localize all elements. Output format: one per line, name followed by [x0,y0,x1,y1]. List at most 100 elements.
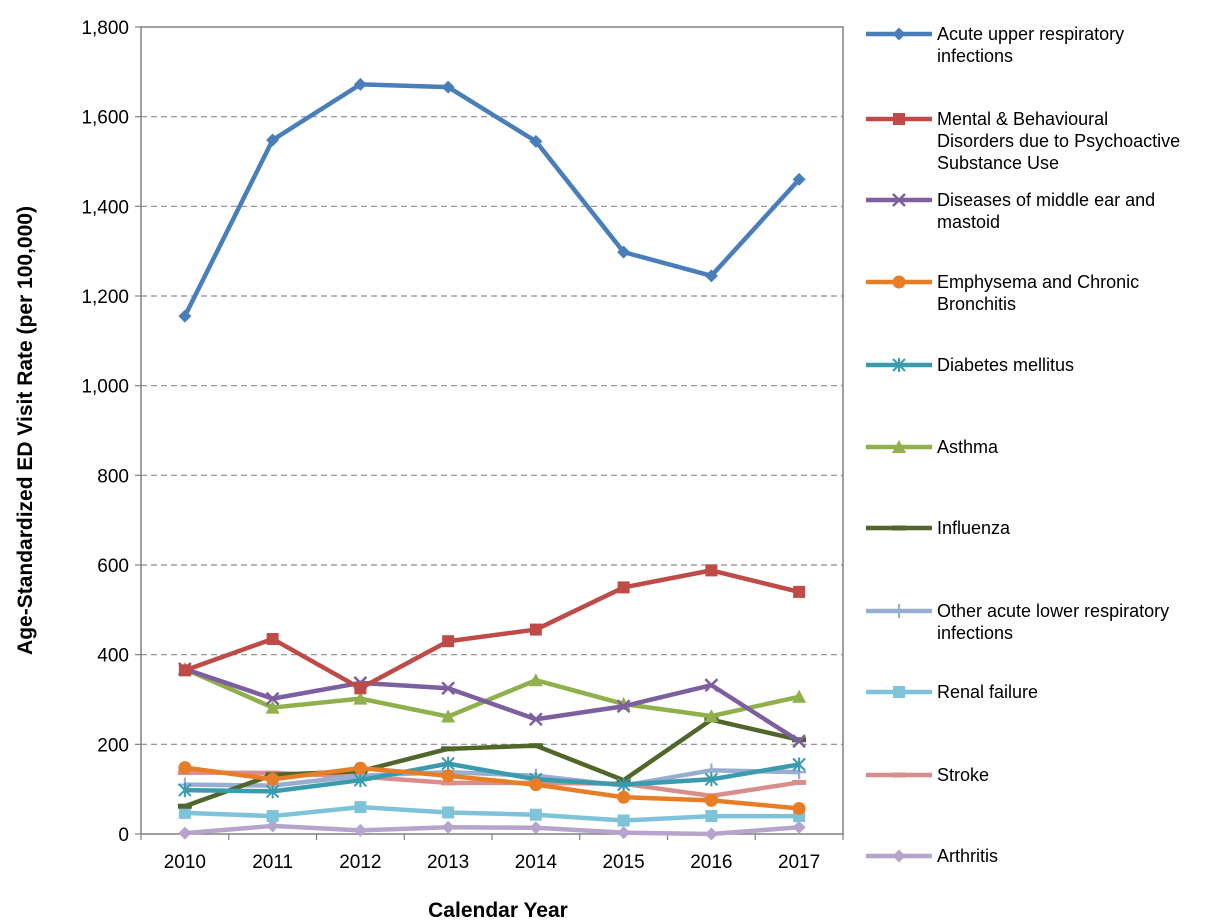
y-axis-title: Age-Standardized ED Visit Rate (per 100,… [14,206,37,655]
legend-label: Diseases of middle ear and [937,190,1155,210]
legend-label: Diabetes mellitus [937,355,1074,375]
legend-label: Stroke [937,765,989,785]
series-arthritis [178,819,806,841]
legend-label: Renal failure [937,682,1038,702]
data-point [266,632,279,645]
x-axis-title: Calendar Year [428,899,568,922]
data-point [178,664,191,677]
data-point [617,245,631,259]
data-point [178,309,192,323]
data-point [354,801,367,814]
data-point [705,810,718,823]
legend-swatch-marker [892,27,906,41]
legend-item: Influenza [866,518,1011,538]
legend-label: mastoid [937,212,1000,232]
data-point [178,783,192,798]
data-point [441,780,456,786]
legend-swatch-marker [892,849,906,863]
data-point [353,773,368,788]
legend-swatch-marker [892,772,906,778]
y-axis: 0 200 400 600 800 1,000 1,200 1,400 1,600 1,800 [81,18,141,846]
y-tick-label: 1,000 [81,377,129,398]
data-point [529,134,543,148]
data-point [528,673,543,687]
series-line [182,82,801,318]
x-tick-label: 2010 [164,852,206,873]
data-point [265,784,280,799]
legend-swatch-marker [892,525,906,531]
y-tick-label: 1,600 [81,108,129,129]
y-tick-label: 1,400 [81,197,129,218]
data-point [617,826,631,840]
series-line [184,768,800,788]
data-point [442,635,455,648]
data-point [441,709,456,723]
data-point [266,819,280,833]
legend-label: infections [937,623,1013,643]
data-point [441,756,455,771]
y-tick-label: 1,800 [81,18,129,39]
legend-label: Other acute lower respiratory [937,601,1169,621]
series-line [183,666,800,719]
data-point [529,623,542,636]
legend-label: Emphysema and Chronic [937,272,1139,292]
series-line [184,761,800,794]
data-point [441,746,456,752]
legend-label: Influenza [937,518,1011,538]
y-tick-label: 1,200 [81,287,129,308]
series-line [184,765,800,811]
y-tick-label: 800 [97,466,129,487]
legend-swatch-marker [893,686,905,698]
legend-swatch-marker [892,604,906,618]
legend-swatch-marker [893,113,905,125]
legend-item: Arthritis [866,846,998,866]
legend-item: Stroke [866,765,989,785]
data-point [616,699,631,714]
data-point [178,826,192,840]
data-point [266,810,279,823]
y-tick-label: 600 [97,556,129,577]
legend-swatch-marker [892,275,906,289]
legend-label: infections [937,46,1013,66]
data-point [353,77,367,91]
data-point [177,803,192,809]
data-point [265,691,280,706]
data-point [792,734,807,749]
data-point [616,777,631,792]
data-point [529,808,542,821]
series-emphysema-and-chronic-bronchitis [178,761,806,815]
series-line [184,666,801,744]
legend-item: Asthma [866,437,999,457]
data-point [354,682,367,695]
legend-label: Substance Use [937,153,1059,173]
data-point [704,269,718,283]
legend-label: Bronchitis [937,294,1016,314]
data-point [528,712,543,727]
data-point [792,779,807,785]
x-tick-label: 2011 [252,852,293,873]
data-point [793,585,806,598]
data-point [704,709,719,723]
legend-item: Renal failure [866,682,1038,702]
data-point [792,757,806,772]
data-point [442,806,455,819]
series-line [184,804,800,823]
x-tick-label: 2016 [690,852,732,873]
series-line [184,823,800,837]
data-point [441,681,456,696]
series-mental-behavioural-disorders-due-to-psychoactive-substance-use [178,564,806,695]
data-point [792,801,806,815]
data-point [704,678,719,693]
legend-swatch-marker [892,358,906,372]
y-tick-label: 400 [97,646,129,667]
legend-label: Arthritis [937,846,998,866]
data-point [704,793,718,807]
data-point [529,821,543,835]
data-point [704,772,719,787]
series-asthma [177,662,807,723]
